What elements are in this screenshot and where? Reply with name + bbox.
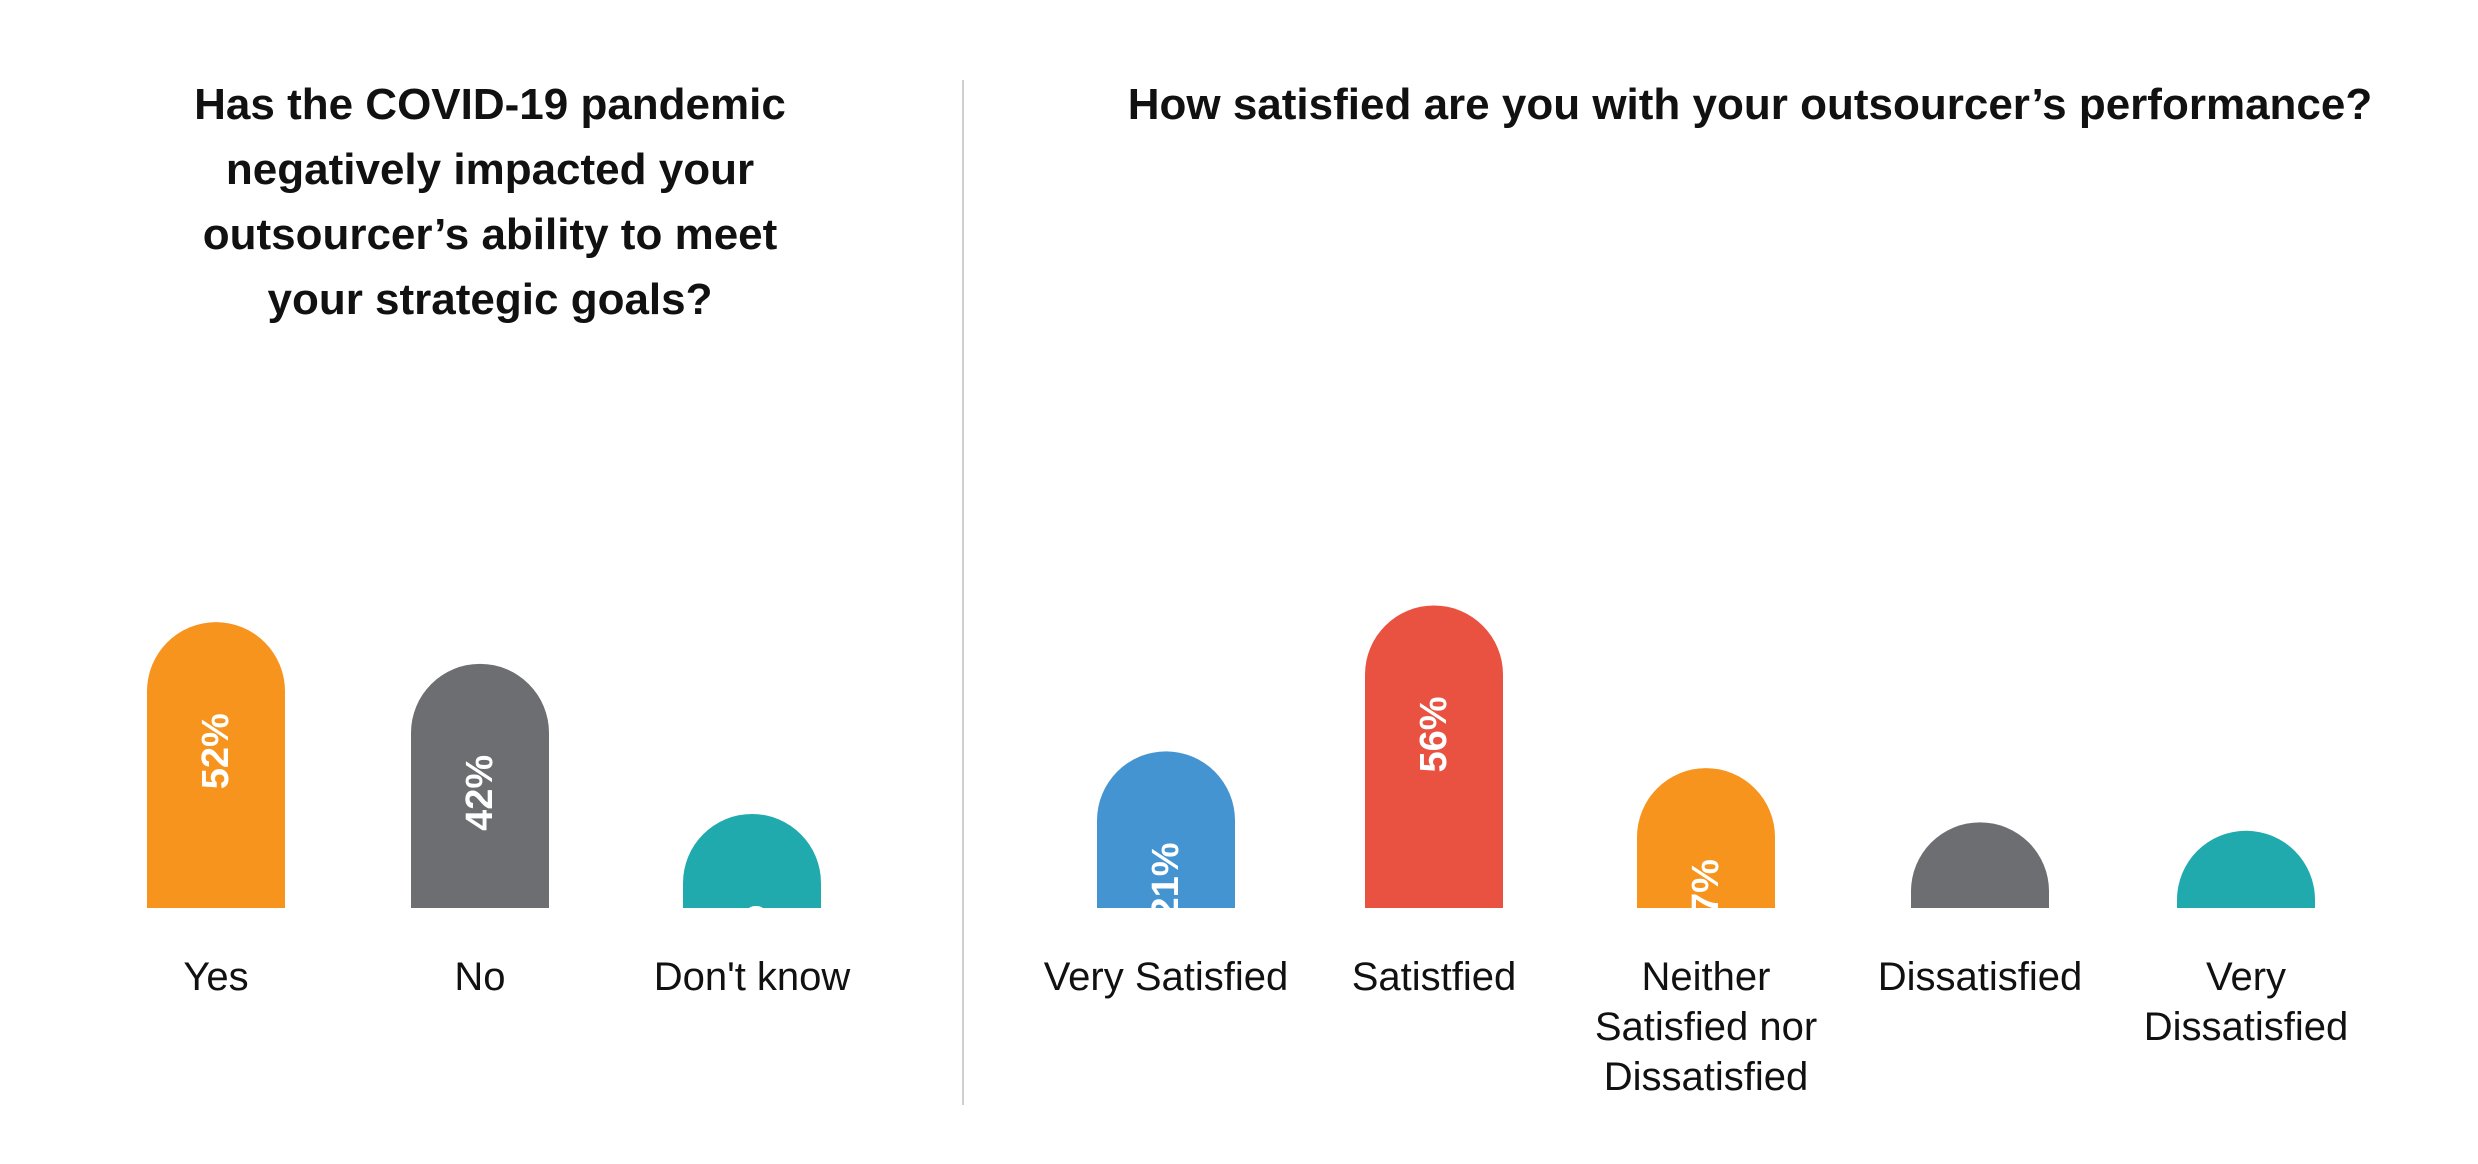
panel-divider — [962, 80, 964, 1105]
chart2-bar-2 — [1365, 605, 1503, 908]
chart2-bar-5 — [2177, 830, 2315, 908]
chart2-bar-1 — [1097, 751, 1235, 908]
chart1-value-label-3: 6% — [731, 905, 773, 960]
chart2-value-label-1: 21% — [1145, 842, 1187, 918]
right-chart-title: How satisfied are you with your outsourc… — [1127, 80, 2373, 129]
chart2-value-label-2: 56% — [1413, 696, 1455, 772]
chart1-category-label-2: No — [454, 955, 505, 999]
chart2-value-label-3: 17% — [1685, 859, 1727, 935]
chart1-category-label-1: Yes — [183, 955, 248, 999]
chart2-category-label-3: Neither Satisfied nor Dissatisfied — [1595, 955, 1817, 1099]
chart1-bar-3 — [683, 813, 821, 908]
chart2-bar-3 — [1637, 768, 1775, 908]
left-chart-title: Has the COVID-19 pandemic negatively imp… — [194, 80, 786, 324]
chart1-category-label-3: Don't know — [654, 955, 851, 999]
chart2-category-label-1: Very Satisfied — [1044, 955, 1289, 999]
chart1-value-label-2: 42% — [459, 755, 501, 831]
chart2-category-label-5: Very Dissatisfied — [2144, 955, 2349, 1049]
chart1-bar-1 — [147, 622, 285, 908]
chart1-value-label-1: 52% — [195, 713, 237, 789]
chart2-value-label-5: 2% — [2225, 922, 2267, 977]
chart1-bar-2 — [411, 663, 549, 908]
chart2-category-label-2: Satistfied — [1352, 955, 1517, 999]
chart2-bar-4 — [1911, 822, 2049, 908]
chart2-value-label-4: 4% — [1959, 913, 2001, 968]
chart2-category-label-4: Dissatisfied — [1878, 955, 2083, 999]
